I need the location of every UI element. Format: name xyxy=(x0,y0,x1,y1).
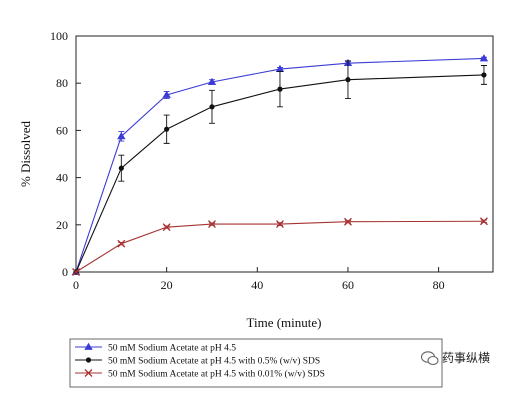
data-point xyxy=(72,268,80,276)
legend-label: 50 mM Sodium Acetate at pH 4.5 with 0.5%… xyxy=(108,355,320,366)
data-point xyxy=(479,54,489,62)
series-layer xyxy=(71,54,489,276)
y-tick-label: 0 xyxy=(62,265,68,279)
y-tick-label: 100 xyxy=(50,29,68,43)
data-point xyxy=(208,220,216,229)
series-3 xyxy=(72,217,488,276)
data-point xyxy=(481,72,487,78)
data-point xyxy=(479,217,488,226)
legend-swatch-marker xyxy=(84,369,93,377)
data-point xyxy=(117,132,126,140)
legend-label: 50 mM Sodium Acetate at pH 4.5 with 0.01… xyxy=(108,368,325,379)
wechat-icon xyxy=(420,351,439,366)
y-tick-label: 20 xyxy=(56,218,68,232)
y-axis: 0 20 40 60 80 100 xyxy=(50,29,81,279)
data-point xyxy=(345,77,351,83)
x-tick-label: 40 xyxy=(251,278,263,292)
watermark-text: 药事纵横 xyxy=(442,351,490,365)
watermark: 药事纵横 xyxy=(420,351,490,366)
data-point xyxy=(343,217,352,226)
x-tick-label: 60 xyxy=(342,278,354,292)
legend-frame xyxy=(69,338,443,388)
legend-label: 50 mM Sodium Acetate at pH 4.5 xyxy=(108,343,236,353)
y-tick-label: 40 xyxy=(56,171,68,185)
plot-frame xyxy=(75,35,494,273)
legend: 50 mM Sodium Acetate at pH 4.5 50 mM Sodi… xyxy=(69,338,443,388)
x-axis-title: Time (minute) xyxy=(247,315,322,330)
data-point xyxy=(117,239,126,248)
data-point xyxy=(209,104,215,110)
y-axis-title: % Dissolved xyxy=(18,120,33,187)
x-tick-label: 20 xyxy=(161,278,173,292)
data-point xyxy=(162,223,171,232)
plot-area xyxy=(75,35,494,273)
data-point xyxy=(207,77,217,85)
data-point xyxy=(276,220,284,229)
data-point xyxy=(118,165,124,171)
x-tick-label: 80 xyxy=(433,278,445,292)
legend-swatch-marker xyxy=(85,357,92,363)
data-point xyxy=(164,126,170,132)
x-axis: 0 20 40 60 80 xyxy=(73,267,445,292)
series-line xyxy=(75,220,484,273)
y-tick-label: 60 xyxy=(56,123,68,137)
series-2 xyxy=(73,60,487,275)
y-tick-label: 80 xyxy=(56,76,68,90)
x-tick-label: 0 xyxy=(73,278,79,292)
data-point xyxy=(162,90,171,98)
legend-swatch-marker xyxy=(84,342,93,350)
data-point xyxy=(277,86,283,92)
